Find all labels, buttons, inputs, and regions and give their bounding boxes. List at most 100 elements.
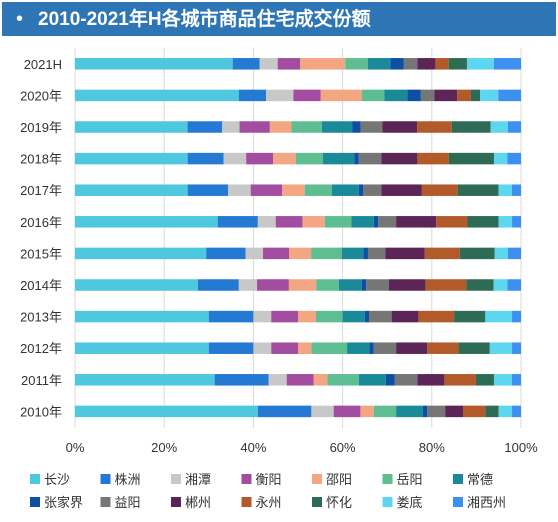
legend-label: 岳阳: [397, 472, 423, 487]
legend-label: 怀化: [326, 495, 352, 510]
category-label: 2017年: [20, 183, 62, 198]
bar-segment: [435, 58, 449, 70]
bar-segment: [360, 405, 374, 418]
bar-segment: [206, 247, 246, 260]
bar-segment: [385, 374, 395, 386]
bar-segment: [512, 342, 521, 354]
bar-segment: [311, 342, 348, 354]
bar-segment: [75, 405, 258, 418]
bullet-icon: •: [16, 8, 24, 30]
bar-segment: [358, 374, 386, 386]
bar-segment: [187, 152, 224, 165]
bar-segment: [394, 374, 418, 386]
bar-segment: [498, 216, 513, 228]
bar-segment: [451, 121, 491, 133]
bar-segment: [250, 184, 283, 196]
bar-segment: [466, 58, 494, 70]
bar-segment: [316, 279, 339, 291]
legend-label: 邵阳: [326, 472, 352, 487]
bar-segment: [277, 58, 301, 70]
bar-segment: [75, 279, 198, 291]
bar-segment: [363, 247, 368, 260]
bar-segment: [457, 89, 471, 102]
bar-segment: [208, 342, 254, 354]
bar-segment: [289, 247, 312, 260]
bar-segment: [358, 184, 364, 196]
title-bar: • 2010-2021年H各城市商品住宅成交份额: [2, 2, 556, 36]
bar-segment: [197, 279, 239, 291]
category-label: 2012年: [20, 341, 62, 356]
bar-segment: [327, 374, 359, 386]
chart-title: 2010-2021年H各城市商品住宅成交份额: [38, 9, 371, 30]
bar-segment: [512, 405, 521, 418]
bar-segment: [463, 405, 486, 418]
bar-segment: [75, 121, 188, 133]
bar-segment: [470, 89, 481, 102]
bar-segment: [445, 405, 464, 418]
bar-segment: [444, 374, 476, 386]
bar-segment: [271, 310, 298, 323]
legend-swatch: [382, 474, 393, 484]
bar-segment: [253, 310, 272, 323]
bar-segment: [311, 247, 342, 260]
bar-segment: [333, 405, 361, 418]
bar-segment: [354, 152, 359, 165]
bar-segment: [257, 279, 289, 291]
bar-segment: [352, 121, 361, 133]
bar-segment: [396, 405, 423, 418]
bar-segment: [238, 279, 258, 291]
bar-segment: [268, 374, 287, 386]
bar-segment: [457, 184, 499, 196]
category-label: 2016年: [20, 215, 62, 230]
bar-segment: [304, 184, 332, 196]
bar-segment: [238, 89, 267, 102]
bar-segment: [417, 121, 452, 133]
legend-label: 永州: [256, 495, 282, 510]
bar-segment: [385, 247, 425, 260]
bar-segment: [427, 405, 446, 418]
bar-segment: [391, 310, 419, 323]
bar-segment: [485, 405, 499, 418]
bar-segment: [342, 310, 365, 323]
bar-segment: [369, 342, 374, 354]
bar-segment: [454, 310, 486, 323]
bar-segment: [373, 216, 379, 228]
bar-segment: [75, 152, 188, 165]
bar-segment: [313, 374, 328, 386]
bar-segment: [257, 405, 312, 418]
legend-label: 张家界: [44, 495, 83, 510]
x-tick-label: 40%: [240, 440, 266, 455]
bar-segment: [75, 247, 207, 260]
x-tick-label: 0%: [66, 440, 85, 455]
bar-segment: [302, 216, 325, 228]
bar-segment: [321, 121, 353, 133]
bar-segment: [420, 89, 435, 102]
bar-segment: [75, 184, 188, 196]
bar-segment: [511, 184, 521, 196]
bar-segment: [448, 58, 467, 70]
legend-label: 娄底: [397, 495, 423, 510]
bar-segment: [257, 216, 276, 228]
legend-label: 湘西州: [467, 495, 506, 510]
bar-segment: [407, 89, 421, 102]
legend-swatch: [171, 497, 181, 507]
bar-segment: [427, 342, 459, 354]
bar-segment: [390, 58, 404, 70]
bar-segment: [490, 121, 509, 133]
category-label: 2021H: [24, 57, 62, 72]
bar-segment: [282, 184, 305, 196]
legend-swatch: [312, 474, 322, 484]
bar-segment: [259, 58, 278, 70]
bar-segment: [367, 58, 391, 70]
bar-segment: [273, 152, 296, 165]
bar-segment: [373, 342, 397, 354]
bar-segment: [421, 184, 458, 196]
category-label: 2010年: [20, 404, 62, 419]
bar-segment: [459, 247, 495, 260]
bar-segment: [311, 405, 334, 418]
bar-segment: [382, 121, 418, 133]
bar-segment: [508, 121, 521, 133]
legend-label: 株洲: [115, 472, 141, 487]
bar-segment: [396, 216, 437, 228]
bar-segment: [75, 89, 239, 102]
